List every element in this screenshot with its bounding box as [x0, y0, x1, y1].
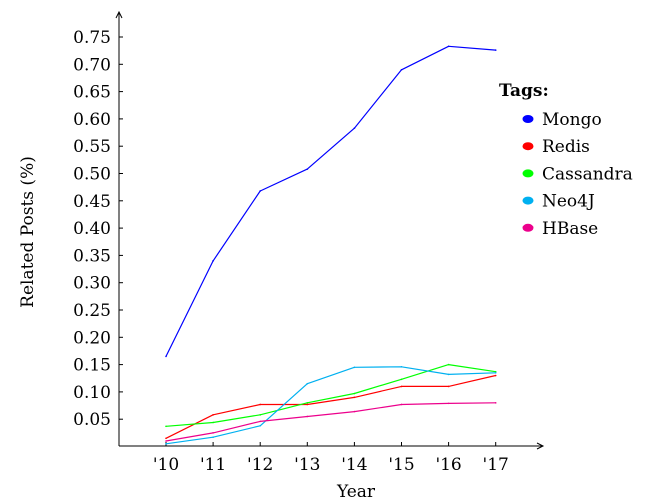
legend-marker-mongo — [522, 115, 534, 123]
x-axis-arrow — [536, 442, 545, 450]
data-point-hbase — [212, 432, 214, 434]
series-line-redis — [165, 374, 496, 439]
x-tick-label: '12 — [247, 455, 273, 475]
data-point-hbase — [259, 420, 262, 423]
y-tick-label: 0.55 — [73, 137, 111, 157]
data-point-cassandra — [447, 363, 450, 366]
y-tick-label: 0.40 — [73, 219, 111, 239]
data-point-neo4j — [400, 365, 403, 368]
data-point-cassandra — [400, 378, 403, 381]
y-axis-label: Related Posts (%) — [18, 156, 38, 308]
data-point-cassandra — [259, 414, 262, 416]
x-axis-ticks: '10 '11 '12 '13 '14 '15 '16 '17 — [153, 442, 509, 475]
legend-label-redis: Redis — [542, 137, 590, 157]
legend-marker-redis — [522, 142, 534, 151]
data-point-hbase — [400, 403, 403, 406]
y-tick-label: 0.25 — [73, 301, 111, 321]
data-point-neo4j — [353, 366, 356, 369]
data-point-mongo — [306, 168, 309, 170]
legend-marker-hbase — [522, 223, 534, 232]
series-line-hbase — [165, 402, 496, 442]
y-tick-label: 0.45 — [73, 192, 111, 212]
x-tick-label: '11 — [200, 455, 226, 475]
legend-label-mongo: Mongo — [542, 110, 602, 130]
data-point-redis — [212, 414, 214, 416]
y-tick-label: 0.15 — [73, 356, 111, 376]
series-cassandra — [165, 363, 497, 428]
data-point-cassandra — [212, 421, 214, 424]
data-point-neo4j — [165, 442, 167, 445]
y-tick-label: 0.60 — [73, 110, 111, 130]
series-line-neo4j — [165, 366, 496, 445]
axes — [115, 10, 545, 450]
data-point-redis — [447, 385, 450, 388]
data-point-neo4j — [212, 436, 214, 439]
data-point-mongo — [400, 68, 403, 71]
data-point-cassandra — [165, 425, 167, 428]
series-hbase — [165, 402, 497, 442]
data-point-redis — [259, 403, 262, 406]
y-axis-ticks: 0.05 0.10 0.15 0.20 0.25 0.30 0.35 0.40 0.45 0.50… — [73, 28, 123, 430]
data-point-mongo — [259, 190, 262, 192]
data-point-cassandra — [306, 402, 309, 404]
data-point-redis — [306, 403, 309, 406]
y-tick-label: 0.75 — [73, 28, 111, 48]
data-point-mongo — [165, 355, 167, 358]
series-mongo — [165, 45, 497, 358]
y-tick-label: 0.70 — [73, 55, 111, 75]
x-tick-label: '16 — [435, 455, 461, 475]
legend-marker-neo4j — [522, 196, 534, 205]
series-line-cassandra — [165, 364, 496, 427]
data-point-redis — [353, 396, 356, 399]
y-tick-label: 0.65 — [73, 83, 111, 103]
data-point-neo4j — [447, 373, 450, 376]
data-point-hbase — [494, 402, 497, 404]
legend-marker-cassandra — [522, 169, 534, 178]
data-point-neo4j — [494, 371, 497, 374]
data-point-mongo — [494, 49, 497, 51]
data-point-redis — [494, 374, 497, 377]
data-point-neo4j — [259, 424, 262, 427]
data-point-redis — [400, 385, 403, 388]
series-line-mongo — [165, 45, 496, 357]
y-tick-label: 0.20 — [73, 328, 111, 348]
y-tick-label: 0.10 — [73, 383, 111, 403]
series-redis — [165, 374, 497, 440]
x-axis-label: Year — [336, 482, 376, 501]
legend-label-hbase: HBase — [542, 219, 598, 239]
data-point-hbase — [353, 410, 356, 413]
series-neo4j — [165, 365, 497, 445]
data-point-mongo — [353, 127, 356, 129]
x-tick-label: '14 — [341, 455, 367, 475]
legend-title: Tags: — [499, 81, 549, 101]
y-tick-label: 0.05 — [73, 410, 111, 430]
legend: Tags: Mongo Redis Cassandra Neo4J HBase — [499, 81, 633, 239]
x-tick-label: '10 — [153, 455, 179, 475]
y-tick-label: 0.50 — [73, 165, 111, 185]
data-point-hbase — [447, 402, 450, 405]
y-tick-label: 0.35 — [73, 246, 111, 266]
x-tick-label: '15 — [388, 455, 414, 475]
data-point-neo4j — [306, 382, 309, 385]
data-point-cassandra — [353, 392, 356, 395]
x-tick-label: '17 — [483, 455, 509, 475]
legend-label-neo4j: Neo4J — [542, 192, 595, 212]
data-point-redis — [165, 437, 167, 440]
data-point-hbase — [306, 415, 309, 418]
series-lines — [165, 45, 497, 445]
y-axis-arrow — [115, 10, 123, 19]
x-tick-label: '13 — [294, 455, 320, 475]
y-tick-label: 0.30 — [73, 274, 111, 294]
data-point-hbase — [165, 440, 167, 442]
data-point-mongo — [447, 45, 450, 48]
data-point-mongo — [212, 260, 214, 262]
legend-label-cassandra: Cassandra — [542, 164, 633, 184]
